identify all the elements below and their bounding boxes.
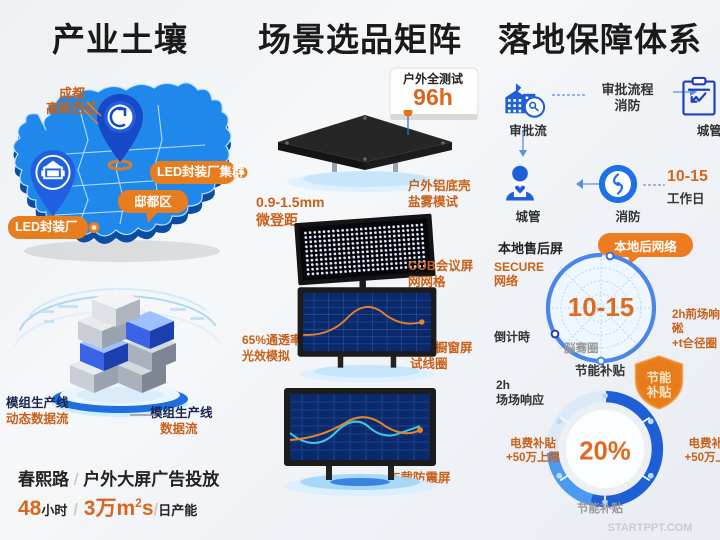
svg-text:20%: 20% — [579, 437, 631, 465]
svg-text:10-15: 10-15 — [568, 292, 635, 322]
svg-text:节能: 节能 — [647, 370, 672, 385]
